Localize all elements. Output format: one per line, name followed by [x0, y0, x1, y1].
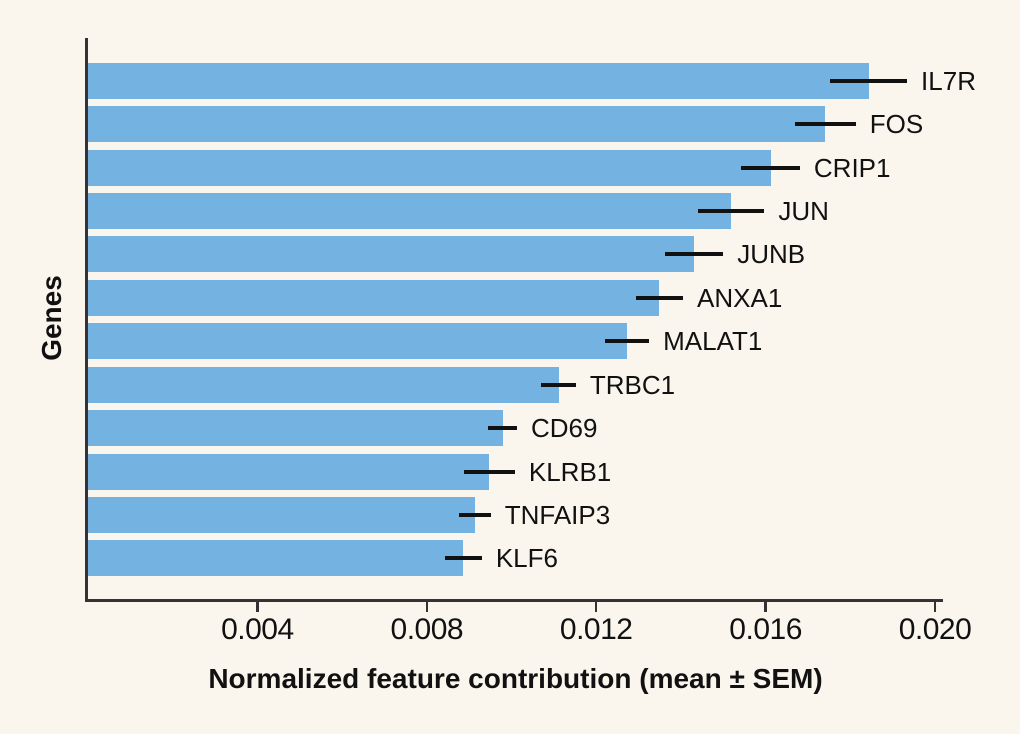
bar	[88, 453, 490, 490]
bar-label: ANXA1	[697, 282, 783, 313]
bar	[88, 323, 628, 360]
y-axis-label: Genes	[36, 275, 67, 361]
error-bar	[698, 208, 765, 213]
x-tick-mark	[425, 602, 429, 612]
bar-row: IL7R	[88, 59, 976, 102]
error-bar	[605, 339, 650, 344]
x-tick-label: 0.020	[898, 613, 972, 646]
bar-label: KLF6	[495, 543, 558, 574]
error-bar	[459, 512, 491, 517]
error-bar	[829, 78, 908, 83]
bar-row: CD69	[88, 406, 943, 449]
bar-label: CRIP1	[813, 152, 891, 183]
bar-row: FOS	[88, 102, 943, 145]
error-bar	[444, 556, 482, 561]
x-tick-mark	[256, 602, 259, 612]
plot-area: IL7R FOS CRIP1 JUN JUNB ANXA1 MALAT1 TRBC1 CD69 K…	[85, 38, 976, 602]
bar	[88, 106, 826, 143]
error-bar	[541, 382, 576, 387]
bar	[88, 149, 771, 186]
error-bar	[464, 469, 515, 474]
bar	[88, 192, 732, 229]
bar	[88, 62, 869, 99]
bar-row: MALAT1	[88, 320, 943, 363]
bar	[88, 496, 476, 533]
bar-label: JUNB	[737, 239, 806, 270]
bar-row: TRBC1	[88, 363, 943, 406]
bar-row: TNFAIP3	[88, 493, 943, 536]
bar-row: KLRB1	[88, 450, 943, 493]
error-bar	[794, 122, 856, 127]
error-bar	[635, 295, 683, 300]
x-tick-mark	[594, 602, 598, 612]
x-tick-label: 0.008	[390, 613, 464, 646]
error-bar	[664, 252, 724, 257]
bar	[88, 410, 503, 447]
bar-label: TRBC1	[589, 369, 676, 400]
bar-row: KLF6	[88, 537, 943, 580]
bar-label: MALAT1	[663, 326, 763, 357]
error-bar	[488, 426, 517, 431]
bar	[88, 279, 660, 316]
bar-label: JUN	[778, 195, 829, 226]
bars-container: IL7R FOS CRIP1 JUN JUNB ANXA1 MALAT1 TRBC1 CD69 K…	[88, 38, 976, 599]
bar-row: JUNB	[88, 233, 943, 276]
x-axis: 0.004 0.008 0.012 0.016 0.020	[88, 602, 972, 652]
bar-row: CRIP1	[88, 146, 943, 189]
error-bar	[741, 165, 800, 170]
x-tick-mark	[933, 602, 937, 612]
x-tick-label: 0.012	[559, 613, 633, 646]
bar-row: JUN	[88, 189, 943, 232]
bar-label: IL7R	[921, 65, 976, 96]
bar-label: CD69	[531, 413, 598, 444]
x-axis-label: Normalized feature contribution (mean ± …	[208, 663, 823, 694]
x-tick-label: 0.004	[221, 613, 294, 646]
bar-row: ANXA1	[88, 276, 943, 319]
bar	[88, 540, 464, 577]
bar-label: FOS	[869, 109, 924, 140]
bar	[88, 236, 695, 273]
x-tick-mark	[764, 602, 767, 612]
x-tick-label: 0.016	[729, 613, 802, 646]
bar-label: KLRB1	[528, 456, 612, 487]
bar	[88, 366, 559, 403]
bar-label: TNFAIP3	[504, 499, 611, 530]
